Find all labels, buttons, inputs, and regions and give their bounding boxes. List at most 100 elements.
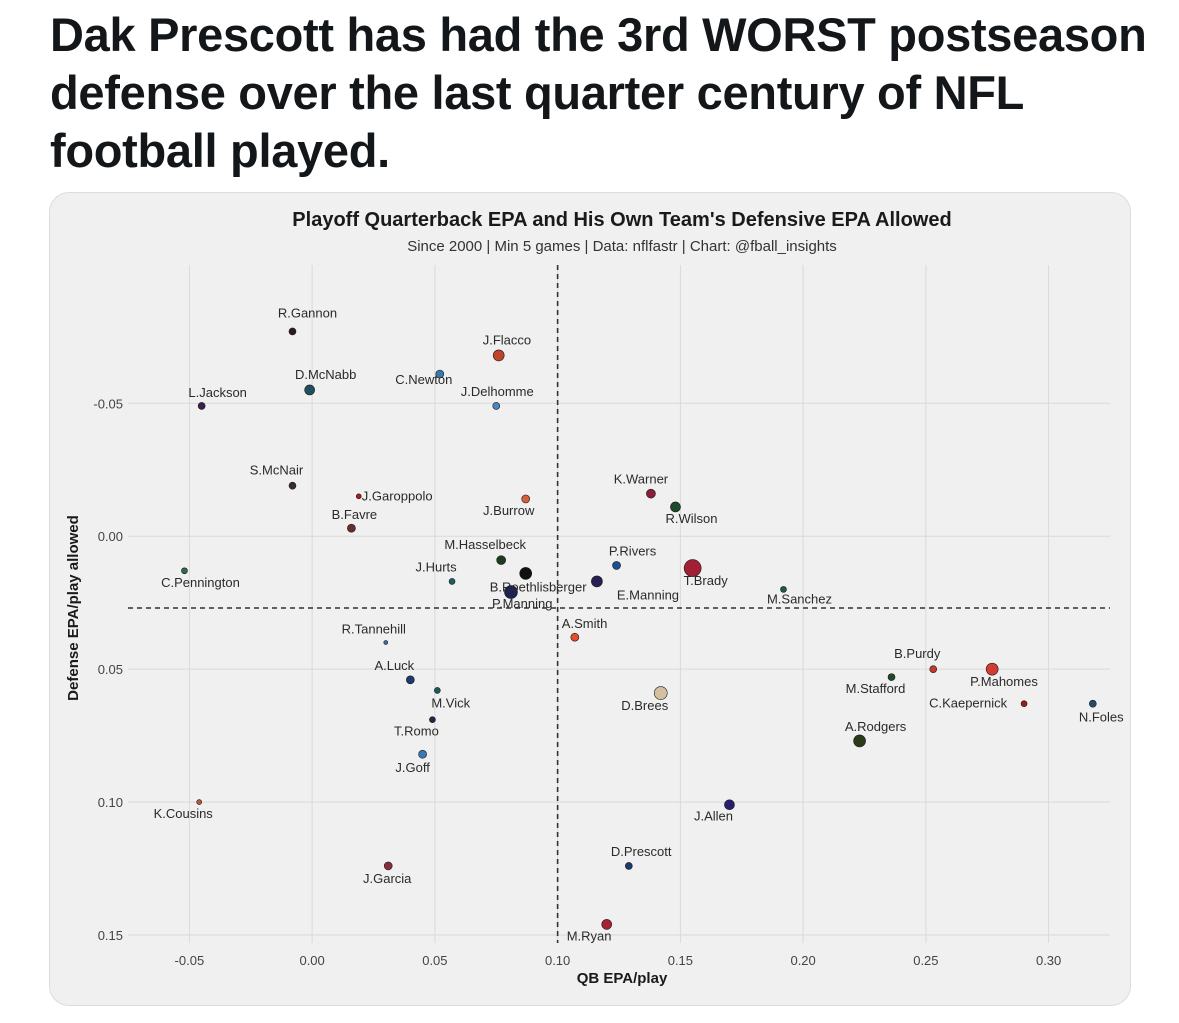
point-m-hasselbeck [496, 555, 506, 565]
point-d-prescott [625, 862, 633, 870]
point-m-vick [434, 687, 441, 694]
label-l-jackson: L.Jackson [188, 385, 247, 400]
point-d-mcnabb [304, 384, 315, 396]
scatter-chart: -0.05 0.00 0.05 0.10 0.15 0.20 0.25 0.30 -0.05 0.… [65, 209, 1125, 987]
data-points [181, 327, 1097, 930]
label-p-manning: P.Manning [492, 596, 552, 611]
label-m-hasselbeck: M.Hasselbeck [444, 537, 526, 552]
point-j-hurts [448, 578, 456, 585]
point-a-luck [406, 675, 415, 685]
label-d-mcnabb: D.McNabb [295, 367, 356, 382]
point-p-rivers [612, 561, 621, 570]
label-b-favre: B.Favre [332, 507, 378, 522]
reference-lines [128, 265, 1110, 943]
point-l-jackson [197, 402, 206, 410]
point-c-newton [435, 369, 445, 379]
label-j-garoppolo: J.Garoppolo [362, 488, 433, 503]
label-d-brees: D.Brees [621, 698, 668, 713]
x-axis-title: QB EPA/play [577, 970, 668, 987]
point-a-rodgers [853, 734, 866, 748]
label-j-delhomme: J.Delhomme [461, 384, 534, 399]
label-t-romo: T.Romo [394, 724, 439, 739]
point-s-mcnair [288, 481, 297, 490]
label-j-hurts: J.Hurts [415, 559, 457, 574]
point-r-wilson [670, 501, 681, 513]
point-p-manning [504, 585, 518, 599]
label-m-sanchez: M.Sanchez [767, 591, 832, 606]
chart-subtitle: Since 2000 | Min 5 games | Data: nflfast… [407, 238, 837, 255]
point-c-pennington [181, 567, 188, 575]
label-r-tannehill: R.Tannehill [342, 622, 406, 637]
label-b-roethlisberger: B.Roethlisberger [490, 579, 587, 594]
label-r-wilson: R.Wilson [665, 511, 717, 526]
chart-title: Playoff Quarterback EPA and His Own Team… [292, 209, 951, 231]
label-t-brady: T.Brady [684, 573, 729, 588]
point-b-roethlisberger [519, 567, 533, 580]
y-tick-label: 0.00 [98, 529, 123, 544]
point-j-garcia [383, 861, 393, 871]
label-c-kaepernick: C.Kaepernick [929, 696, 1008, 711]
grid-layer [128, 265, 1110, 943]
x-tick-label: 0.10 [545, 953, 570, 968]
y-axis-title: Defense EPA/play allowed [65, 515, 82, 701]
point-c-kaepernick [1020, 700, 1028, 708]
axis-ticks: -0.05 0.00 0.05 0.10 0.15 0.20 0.25 0.30 -0.05 0.… [93, 396, 1061, 968]
x-tick-label: 0.15 [668, 953, 693, 968]
label-d-prescott: D.Prescott [611, 844, 672, 859]
point-t-romo [429, 716, 436, 723]
x-tick-label: 0.05 [422, 953, 447, 968]
point-j-delhomme [492, 402, 501, 410]
point-e-manning [591, 575, 603, 588]
point-d-brees [653, 686, 668, 700]
label-c-newton: C.Newton [395, 372, 452, 387]
x-tick-label: 0.00 [299, 953, 324, 968]
point-j-goff [418, 749, 427, 759]
label-k-warner: K.Warner [614, 472, 669, 487]
label-j-burrow: J.Burrow [483, 503, 535, 518]
y-tick-label: 0.10 [98, 795, 123, 810]
point-j-flacco [492, 349, 505, 362]
label-p-mahomes: P.Mahomes [970, 674, 1038, 689]
point-m-sanchez [780, 586, 787, 593]
point-j-allen [724, 799, 735, 811]
label-j-allen: J.Allen [694, 809, 733, 824]
point-n-foles [1089, 699, 1097, 708]
point-r-gannon [288, 327, 297, 336]
label-c-pennington: C.Pennington [161, 575, 240, 590]
y-tick-label: 0.05 [98, 662, 123, 677]
point-r-tannehill [383, 640, 389, 645]
point-k-cousins [196, 799, 202, 805]
label-m-ryan: M.Ryan [567, 928, 612, 943]
label-k-cousins: K.Cousins [154, 806, 214, 821]
chart-card: -0.05 0.00 0.05 0.10 0.15 0.20 0.25 0.30 -0.05 0.… [49, 192, 1131, 1006]
point-t-brady [683, 559, 702, 577]
label-m-stafford: M.Stafford [846, 681, 906, 696]
point-j-burrow [521, 494, 531, 504]
label-a-rodgers: A.Rodgers [845, 719, 907, 734]
point-labels: R.Gannon J.Flacco D.McNabb C.Newton L.Jackso… [154, 305, 1125, 943]
label-s-mcnair: S.McNair [250, 463, 304, 478]
label-a-luck: A.Luck [374, 658, 414, 673]
point-m-stafford [887, 673, 896, 681]
label-n-foles: N.Foles [1079, 710, 1124, 725]
x-tick-label: 0.20 [790, 953, 815, 968]
label-j-goff: J.Goff [395, 760, 430, 775]
point-j-garoppolo [355, 493, 362, 500]
tweet-text: Dak Prescott has had the 3rd WORST posts… [50, 8, 1147, 177]
label-e-manning: E.Manning [617, 587, 679, 602]
label-b-purdy: B.Purdy [894, 646, 941, 661]
label-p-rivers: P.Rivers [609, 543, 657, 558]
point-b-purdy [929, 665, 938, 673]
label-r-gannon: R.Gannon [278, 305, 337, 320]
x-tick-label: 0.30 [1036, 953, 1061, 968]
point-b-favre [347, 523, 356, 533]
point-k-warner [646, 488, 656, 499]
label-m-vick: M.Vick [431, 695, 470, 710]
point-m-ryan [601, 919, 613, 930]
y-tick-label: -0.05 [93, 396, 123, 411]
x-tick-label: 0.25 [913, 953, 938, 968]
y-tick-label: 0.15 [98, 928, 123, 943]
x-tick-label: -0.05 [175, 953, 205, 968]
point-a-smith [570, 632, 580, 642]
label-j-garcia: J.Garcia [363, 871, 412, 886]
